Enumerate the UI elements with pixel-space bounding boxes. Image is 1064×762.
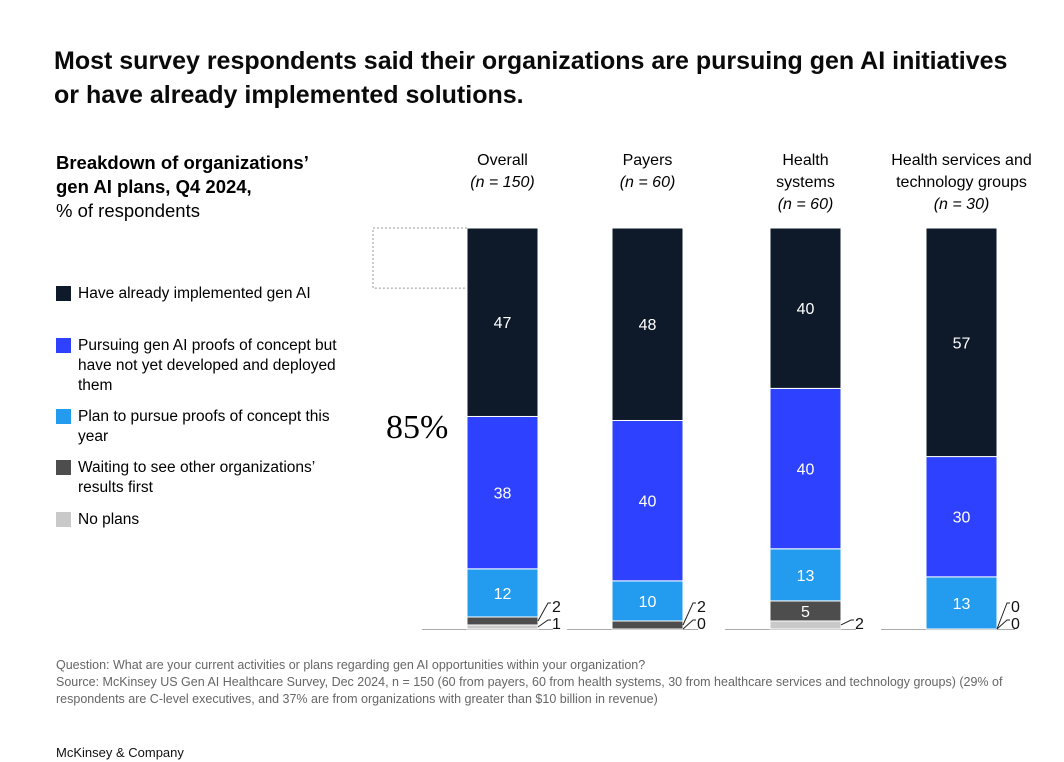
data-label: 12	[494, 586, 512, 603]
bar-segment	[769, 227, 842, 389]
legend-item: Have already implemented gen AI	[56, 284, 353, 304]
data-label-outside: 0	[1011, 616, 1020, 633]
data-label-outside: 2	[552, 599, 561, 616]
bar-segment	[925, 576, 998, 630]
leader-line	[840, 619, 854, 626]
bar-segment	[925, 456, 998, 578]
leader-line	[682, 619, 696, 630]
legend-swatch	[56, 512, 71, 527]
bar-segment	[611, 620, 684, 630]
column-header: Payers (n = 60)	[620, 150, 676, 194]
leader-line	[537, 619, 551, 628]
brand-logo: McKinsey & Company	[56, 745, 184, 760]
bar-segment	[611, 419, 684, 582]
legend-item: Waiting to see other organizations’ resu…	[56, 458, 353, 498]
bracket-85	[372, 227, 467, 289]
legend-swatch	[56, 460, 71, 475]
leader-line	[996, 602, 1010, 630]
bar-segment	[769, 387, 842, 550]
legend-label: No plans	[78, 511, 140, 528]
footnote-question: Question: What are your current activiti…	[56, 658, 646, 672]
legend-label: Have already implemented gen AI	[78, 285, 311, 302]
bar-segment	[769, 620, 842, 630]
data-label: 47	[494, 315, 512, 332]
category-n: (n = 60)	[619, 174, 676, 191]
annotation-85-percent: 85%	[386, 409, 448, 446]
leader-line	[682, 602, 696, 626]
category-name: Health services and technology groups	[891, 152, 1032, 191]
data-label-outside: 0	[1011, 599, 1020, 616]
data-label: 38	[494, 486, 512, 503]
data-label-outside: 2	[855, 616, 864, 633]
column-header: Health services and technology groups (n …	[877, 150, 1047, 216]
category-name: Payers	[622, 152, 673, 169]
chart-title: Most survey respondents said their organ…	[54, 47, 1008, 109]
legend-label: Waiting to see other organizations’ resu…	[78, 459, 315, 496]
category-n: (n = 150)	[470, 174, 535, 191]
bar-segment	[769, 548, 842, 602]
data-label: 40	[797, 301, 815, 318]
subtitle-bold: Breakdown of organizations’ gen AI plans…	[56, 152, 308, 197]
leader-line	[537, 602, 551, 622]
bar-segment	[466, 616, 539, 626]
bar-segment	[611, 580, 684, 622]
bar-segment	[925, 227, 998, 458]
legend-swatch	[56, 286, 71, 301]
footnote-source: Source: McKinsey US Gen AI Healthcare Su…	[56, 675, 1003, 706]
category-n: (n = 60)	[777, 196, 834, 213]
data-label: 10	[639, 594, 657, 611]
legend-swatch	[56, 409, 71, 424]
data-label: 5	[801, 604, 810, 621]
column-header: Health systems (n = 60)	[771, 150, 841, 216]
legend-item: No plans	[56, 510, 353, 530]
bar-segment	[466, 624, 539, 630]
legend-item: Plan to pursue proofs of concept this ye…	[56, 407, 353, 447]
bar-segment	[611, 227, 684, 421]
data-label-outside: 0	[697, 616, 706, 633]
legend-label: Plan to pursue proofs of concept this ye…	[78, 408, 330, 445]
data-label: 57	[953, 335, 971, 352]
data-label: 40	[639, 494, 657, 511]
data-label-outside: 2	[697, 599, 706, 616]
data-label: 13	[797, 568, 815, 585]
legend-item: Pursuing gen AI proofs of concept but ha…	[56, 336, 353, 396]
data-label: 13	[953, 596, 971, 613]
category-name: Overall	[477, 152, 528, 169]
column-header: Overall (n = 150)	[470, 150, 534, 194]
legend-label: Pursuing gen AI proofs of concept but ha…	[78, 337, 337, 394]
leader-line	[996, 619, 1010, 630]
chart-subtitle: Breakdown of organizations’ gen AI plans…	[56, 151, 316, 223]
bar-segment	[466, 568, 539, 618]
legend-swatch	[56, 338, 71, 353]
category-name: Health systems	[776, 152, 835, 191]
data-label: 40	[797, 462, 815, 479]
data-label-outside: 1	[552, 616, 561, 633]
bar-segment	[466, 227, 539, 417]
footnote: Question: What are your current activiti…	[56, 657, 1016, 708]
data-label: 48	[639, 317, 657, 334]
data-label: 30	[953, 510, 971, 527]
subtitle-unit: % of respondents	[56, 200, 200, 221]
category-n: (n = 30)	[933, 196, 990, 213]
